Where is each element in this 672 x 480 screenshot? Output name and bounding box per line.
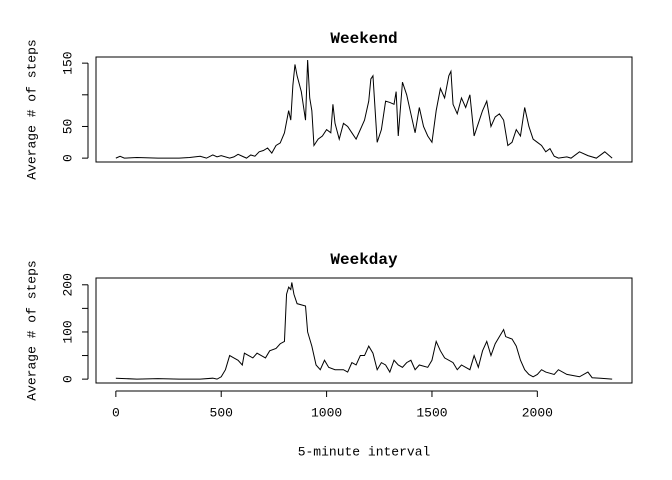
chart-title: Weekend (330, 30, 397, 48)
x-tick-label: 2000 (522, 405, 553, 420)
y-tick-label: 50 (60, 119, 75, 135)
y-tick-label: 200 (60, 273, 75, 296)
y-tick-label: 150 (60, 51, 75, 74)
x-tick-label: 1000 (311, 405, 342, 420)
chart-title: Weekday (330, 251, 398, 269)
y-axis-label: Average # of steps (24, 39, 39, 179)
y-tick-label: 0 (60, 154, 75, 162)
data-line (115, 59, 613, 159)
x-tick-label: 500 (210, 405, 233, 420)
x-tick-label: 1500 (416, 405, 447, 420)
x-axis-label: 5-minute interval (298, 444, 431, 459)
plot-box (95, 56, 633, 163)
data-line (115, 282, 613, 380)
y-tick-label: 0 (60, 375, 75, 383)
y-tick-label: 100 (60, 320, 75, 343)
x-tick-label: 0 (112, 405, 120, 420)
y-axis-label: Average # of steps (24, 260, 39, 400)
plot-box (95, 277, 633, 384)
